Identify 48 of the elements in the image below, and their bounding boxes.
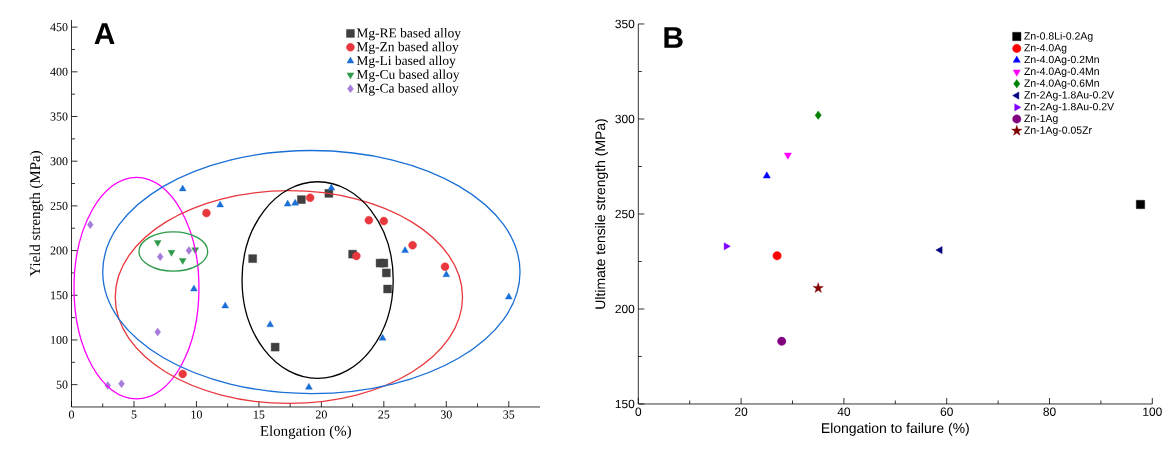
y-tick-label: 300 (50, 157, 68, 166)
y-axis-title: Yield strength (MPa) (29, 151, 44, 277)
x-tick-label: 30 (440, 410, 452, 419)
y-tick-label: 400 (50, 67, 68, 76)
legend-label: Mg-RE based alloy (356, 28, 461, 41)
y-tick-label: 250 (50, 201, 68, 210)
x-tick-label: 0 (635, 407, 642, 416)
x-tick-label: 60 (940, 407, 953, 416)
y-tick-label: 300 (615, 114, 635, 124)
y-tick-label: 150 (615, 399, 635, 409)
legend-label: Mg-Ca based alloy (356, 83, 459, 96)
y-tick-label: 250 (615, 209, 635, 219)
x-tick-label: 20 (315, 410, 327, 419)
legend-label: Zn-1Ag-0.05Zr (1024, 126, 1092, 136)
y-tick-label: 350 (615, 19, 635, 29)
x-tick-label: 25 (378, 410, 390, 419)
x-axis-title: Elongation to failure (%) (822, 422, 969, 436)
legend-label: Zn-0.8Li-0.2Ag (1024, 31, 1093, 42)
y-tick-label: 200 (50, 246, 68, 255)
x-axis-title: Elongation (%) (260, 425, 351, 439)
y-tick-label: 350 (50, 112, 68, 121)
legend-label: Zn-2Ag-1.8Au-0.2V (1024, 102, 1115, 113)
y-tick-label: 450 (50, 23, 68, 32)
legend-label: Zn-4.0Ag-0.6Mn (1024, 79, 1099, 89)
x-tick-label: 35 (503, 410, 515, 419)
x-tick-label: 100 (1143, 407, 1162, 416)
legend-label: Mg-Li based alloy (356, 55, 456, 68)
y-tick-label: 100 (51, 335, 68, 344)
x-tick-label: 20 (735, 407, 748, 416)
chart-title: A (94, 23, 115, 44)
x-tick-label: 0 (68, 410, 75, 419)
x-tick-label: 5 (131, 410, 137, 419)
y-tick-label: 50 (56, 380, 68, 389)
chart-title: B (664, 27, 683, 48)
legend-label: Zn-1Ag (1024, 114, 1058, 125)
legend-label: Zn-4.0Ag-0.4Mn (1024, 67, 1099, 78)
x-tick-label: 15 (253, 410, 265, 419)
x-tick-label: 80 (1043, 407, 1056, 416)
y-axis-title: Ultimate tensile strength (MPa) (595, 119, 608, 309)
legend-label: Mg-Cu based alloy (356, 69, 460, 82)
legend-label: Zn-2Ag-1.8Au-0.2V (1024, 91, 1115, 101)
legend-label: Zn-4.0Ag-0.2Mn (1024, 55, 1099, 66)
legend-label: Zn-4.0Ag (1024, 44, 1067, 54)
y-tick-label: 200 (615, 304, 635, 314)
y-tick-label: 150 (51, 291, 68, 300)
x-tick-label: 40 (837, 407, 851, 416)
x-tick-label: 10 (191, 410, 202, 419)
legend-label: Mg-Zn based alloy (356, 41, 459, 55)
